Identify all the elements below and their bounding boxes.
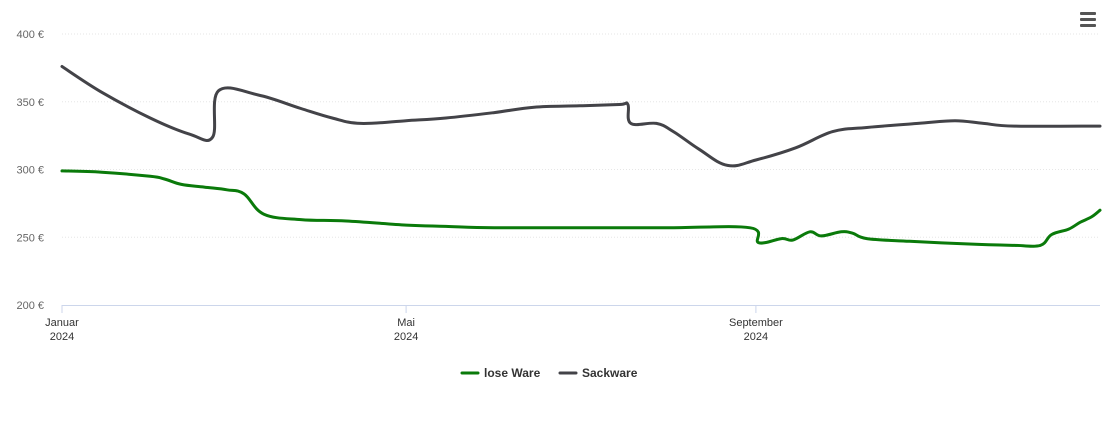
hamburger-menu-icon[interactable] [1078, 12, 1100, 32]
x-tick-label-month: September [729, 317, 783, 329]
x-tick-label-year: 2024 [50, 331, 74, 343]
grid-lines [62, 33, 1100, 238]
legend-item-lose-ware[interactable]: lose Ware [460, 366, 541, 380]
y-tick-label: 200 € [16, 300, 44, 312]
x-axis: Januar 2024 Mai 2024 September 2024 [45, 305, 1100, 343]
series-line-sackware[interactable] [60, 65, 1102, 168]
y-tick-label: 400 € [16, 29, 44, 41]
series-group [60, 65, 1102, 248]
legend-label: Sackware [582, 366, 638, 380]
legend-item-sackware[interactable]: Sackware [558, 366, 638, 380]
legend[interactable]: lose Ware Sackware [460, 366, 638, 380]
y-tick-label: 250 € [16, 232, 44, 244]
legend-label: lose Ware [484, 366, 541, 380]
x-tick-label-month: Mai [397, 317, 415, 329]
y-axis: 200 € 250 € 300 € 350 € 400 € [16, 29, 44, 312]
x-tick-label-year: 2024 [394, 331, 418, 343]
x-tick-label-year: 2024 [744, 331, 768, 343]
y-tick-label: 350 € [16, 97, 44, 109]
x-tick-label-month: Januar [45, 317, 79, 329]
y-tick-label: 300 € [16, 165, 44, 177]
series-line-lose-ware[interactable] [60, 169, 1102, 248]
